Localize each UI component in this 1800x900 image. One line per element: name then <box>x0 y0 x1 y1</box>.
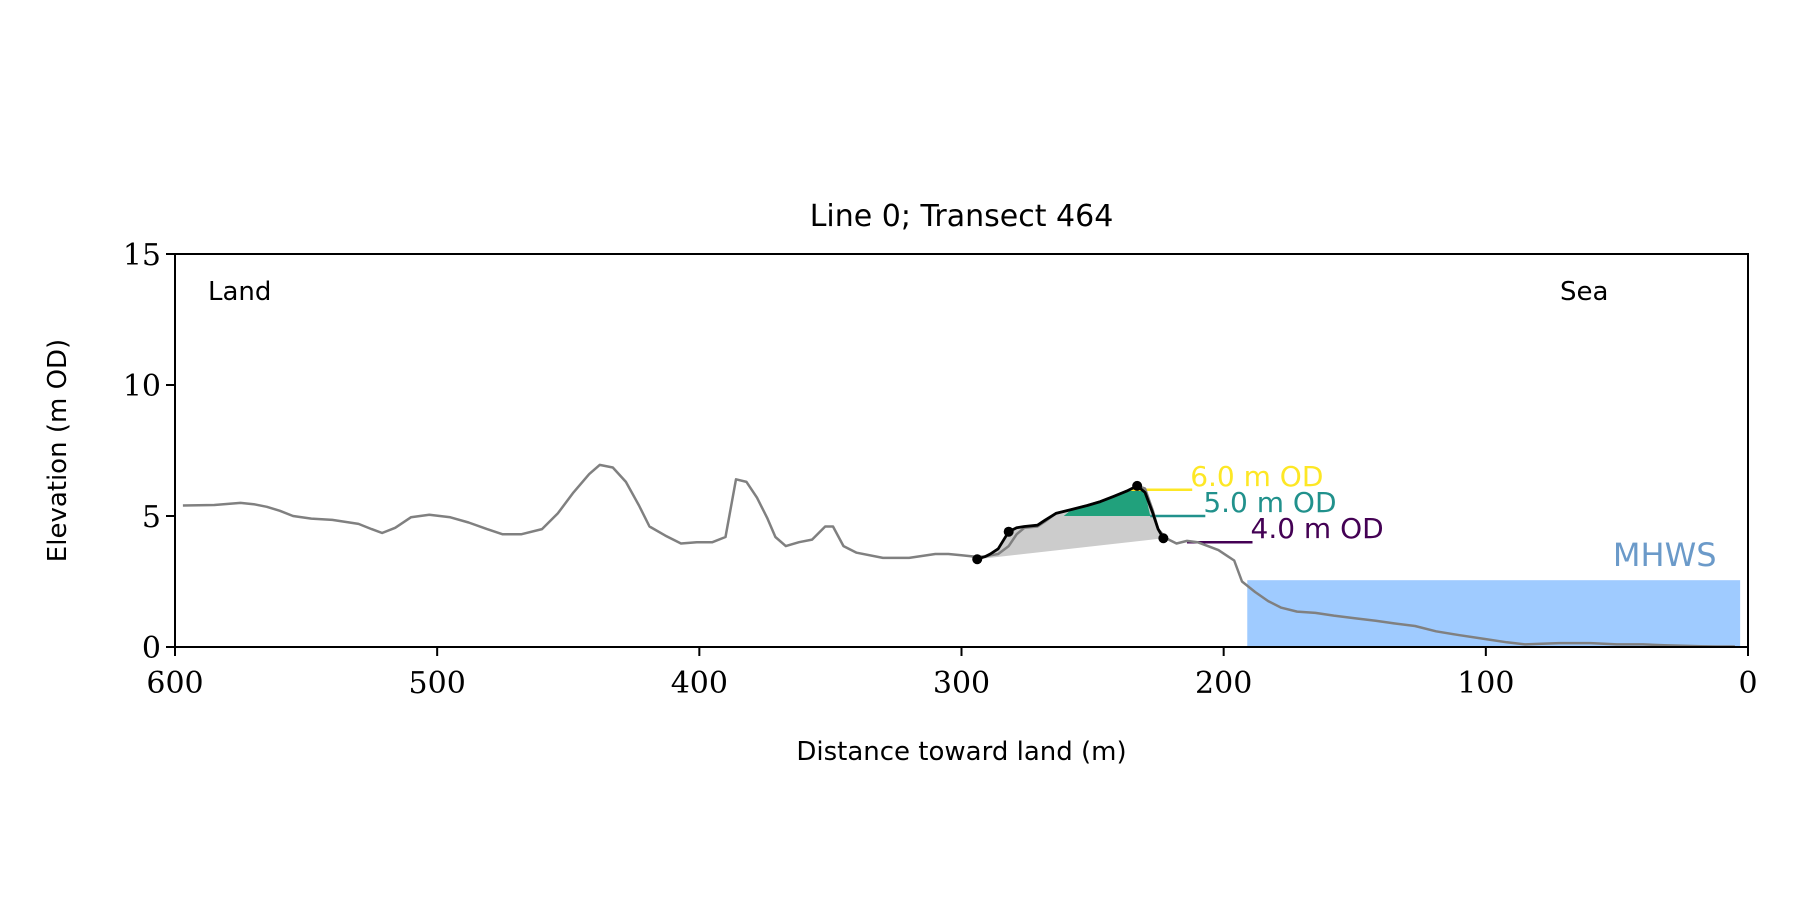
y-axis-label: Elevation (m OD) <box>43 339 73 562</box>
x-tick-label-3: 300 <box>933 666 990 701</box>
x-axis-label: Distance toward land (m) <box>796 737 1126 767</box>
level-label-1: 5.0 m OD <box>1203 486 1336 519</box>
y-tick-label-0: 0 <box>142 631 161 666</box>
dune-marker-2 <box>1132 480 1143 491</box>
x-tick-label-5: 100 <box>1457 666 1514 701</box>
chart-title: Line 0; Transect 464 <box>810 199 1114 234</box>
sea-annotation: Sea <box>1560 277 1608 307</box>
y-tick-label-1: 5 <box>142 500 161 535</box>
dune-marker-0 <box>972 554 983 565</box>
y-tick-label-3: 15 <box>123 238 161 273</box>
x-tick-label-0: 600 <box>146 666 203 701</box>
lines-layer <box>182 463 1735 648</box>
land-annotation: Land <box>208 277 271 307</box>
x-tick-label-4: 200 <box>1195 666 1252 701</box>
axes-layer: 600 500 400 300 200 100 0 0 5 10 15 <box>123 238 1758 701</box>
y-tick-label-2: 10 <box>123 369 161 404</box>
fills-layer <box>977 485 1741 647</box>
above-5m-fill <box>1063 485 1151 516</box>
dune-marker-3 <box>1158 533 1169 544</box>
labels-layer: MHWS 6.0 m OD5.0 m OD4.0 m OD <box>1190 460 1716 574</box>
x-tick-label-6: 0 <box>1738 666 1757 701</box>
x-tick-label-2: 400 <box>671 666 728 701</box>
level-label-0: 6.0 m OD <box>1190 460 1323 493</box>
level-label-2: 4.0 m OD <box>1251 512 1384 545</box>
dune-profile-line <box>976 484 1165 561</box>
mhws-label: MHWS <box>1613 536 1717 574</box>
dune-marker-1 <box>1003 526 1014 537</box>
mhws-water-fill <box>1247 580 1741 647</box>
x-tick-label-1: 500 <box>409 666 466 701</box>
